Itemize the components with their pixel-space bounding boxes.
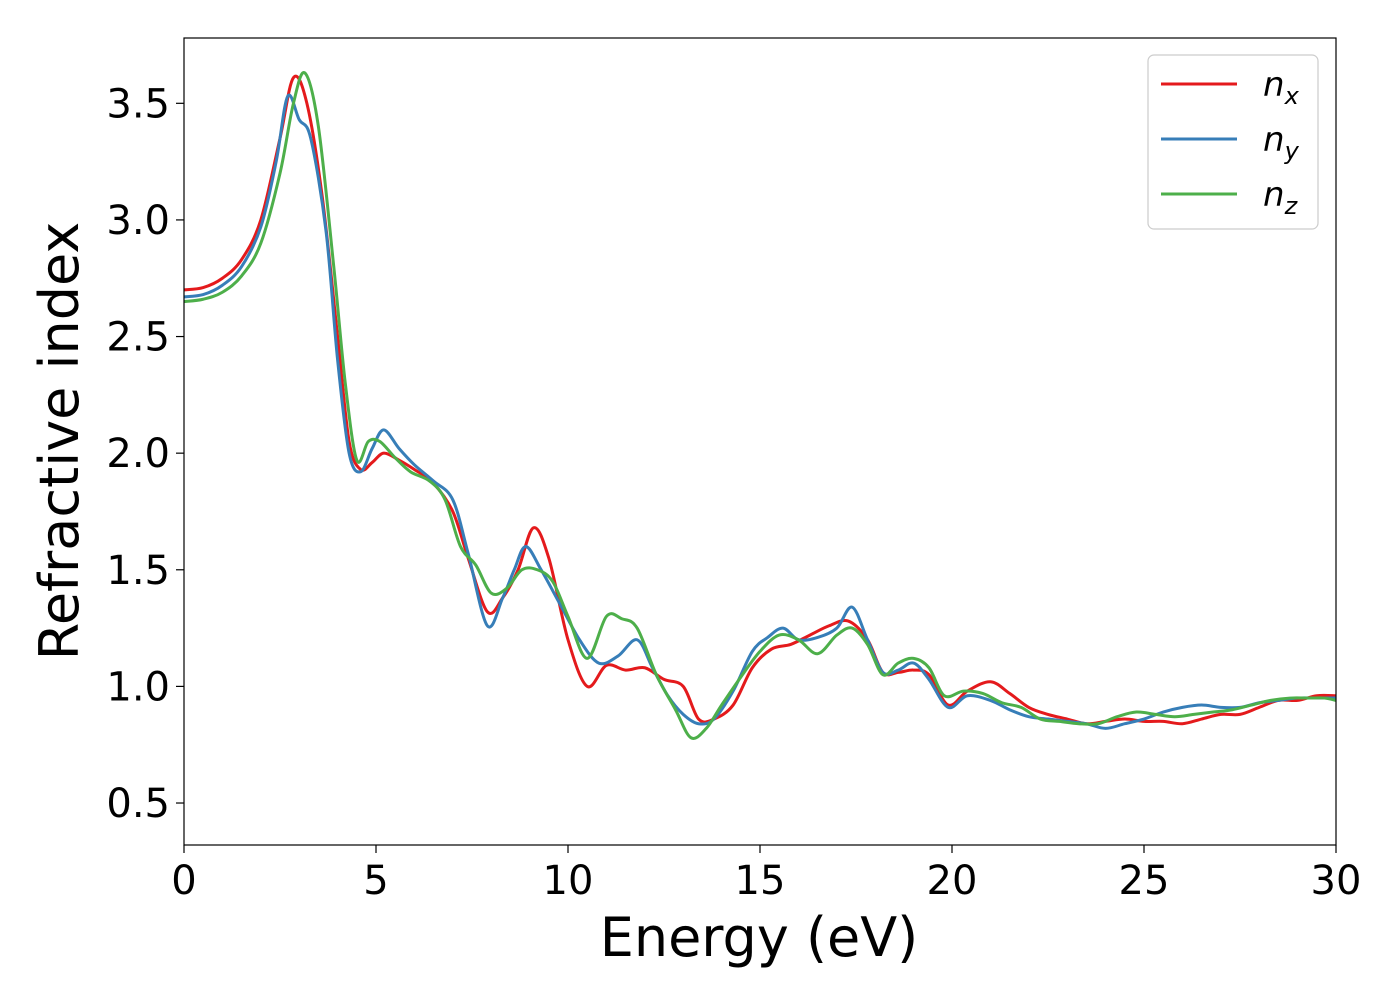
legend: nx ny nz [1147,54,1319,230]
x-tick-label: 10 [543,858,594,904]
x-tick-label: 5 [363,858,388,904]
y-axis-label: Refractive index [28,222,91,661]
legend-box [1147,54,1319,230]
y-tick-label: 1.5 [106,548,170,594]
y-axis: 0.5 1.0 1.5 2.0 2.5 3.0 3.5 [106,81,184,827]
legend-label-z: nz [1263,175,1299,220]
y-tick-label: 0.5 [106,781,170,827]
x-tick-label: 25 [1119,858,1170,904]
y-tick-label: 3.0 [106,198,170,244]
legend-label-y: ny [1263,120,1300,165]
x-tick-label: 20 [927,858,978,904]
x-tick-label: 15 [735,858,786,904]
y-tick-label: 1.0 [106,664,170,710]
plot-lines [184,70,1336,740]
x-tick-label: 30 [1311,858,1362,904]
series-line-y [184,93,1336,730]
series-line-z [184,70,1336,740]
x-axis-label: Energy (eV) [600,906,919,969]
x-tick-label: 0 [171,858,196,904]
legend-label-x: nx [1263,65,1300,110]
y-tick-label: 2.0 [106,431,170,477]
y-tick-label: 2.5 [106,315,170,361]
y-tick-label: 3.5 [106,81,170,127]
x-axis: 0 5 10 15 20 25 30 [171,845,1361,904]
